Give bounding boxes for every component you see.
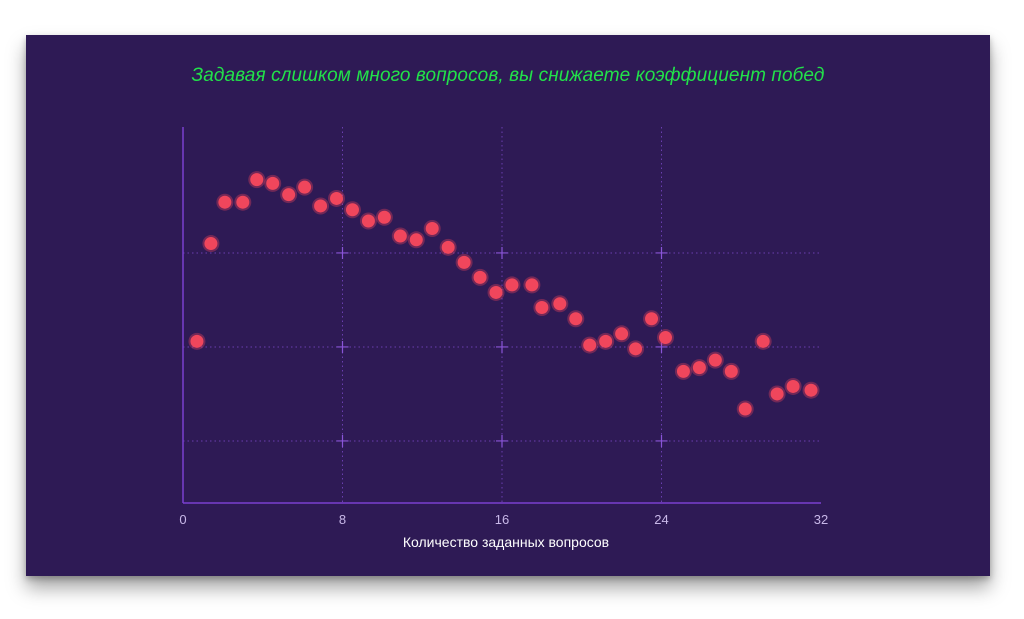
data-point [361, 214, 375, 228]
x-tick-label: 8 [339, 512, 346, 527]
data-point [236, 195, 250, 209]
data-point [345, 203, 359, 217]
x-tick-labels: 0 8 16 24 32 [179, 512, 828, 527]
data-point [724, 364, 738, 378]
data-point [393, 229, 407, 243]
x-tick-label: 16 [495, 512, 509, 527]
grid-cross-marker [496, 340, 508, 353]
chart-title: Задавая слишком много вопросов, вы снижа… [191, 65, 825, 86]
data-point [553, 297, 567, 311]
grid-cross-marker [336, 340, 349, 353]
data-point [804, 383, 818, 397]
data-point [583, 338, 597, 352]
data-point [676, 364, 690, 378]
grid-cross-marker [655, 434, 668, 447]
data-point [190, 334, 204, 348]
data-point [473, 270, 487, 284]
data-point [441, 240, 455, 254]
data-point [786, 379, 800, 393]
data-point [708, 353, 722, 367]
data-point [505, 278, 519, 292]
data-point [250, 173, 264, 187]
data-point [658, 331, 672, 345]
grid-cross-marker [655, 340, 668, 353]
grid-cross-marker [336, 434, 349, 447]
data-point [770, 387, 784, 401]
data-point [204, 237, 218, 251]
data-point [535, 300, 549, 314]
data-point [425, 222, 439, 236]
data-point [330, 191, 344, 205]
grid-cross-marker [496, 246, 508, 259]
x-tick-label: 32 [814, 512, 828, 527]
data-point [266, 176, 280, 190]
data-point [615, 327, 629, 341]
data-point [218, 195, 232, 209]
data-point [298, 180, 312, 194]
data-point [692, 361, 706, 375]
grid-cross-marker [336, 246, 349, 259]
data-point [525, 278, 539, 292]
data-point [569, 312, 583, 326]
data-point [457, 255, 471, 269]
data-point [377, 210, 391, 224]
chart-card: Задавая слишком много вопросов, вы снижа… [26, 35, 990, 576]
data-point [629, 342, 643, 356]
data-point [645, 312, 659, 326]
data-point [756, 334, 770, 348]
data-point [599, 334, 613, 348]
data-points [188, 171, 820, 418]
axes [182, 127, 821, 504]
grid-cross-marker [655, 246, 668, 259]
grid-cross-marker [496, 434, 508, 447]
data-point [282, 188, 296, 202]
x-tick-label: 0 [179, 512, 186, 527]
x-axis-label: Количество заданных вопросов [403, 534, 609, 550]
grid [183, 127, 821, 503]
data-point [409, 233, 423, 247]
data-point [314, 199, 328, 213]
x-tick-label: 24 [654, 512, 668, 527]
scatter-plot: 0 8 16 24 32 Количество заданных вопросов [179, 127, 828, 550]
data-point [738, 402, 752, 416]
data-point [489, 285, 503, 299]
